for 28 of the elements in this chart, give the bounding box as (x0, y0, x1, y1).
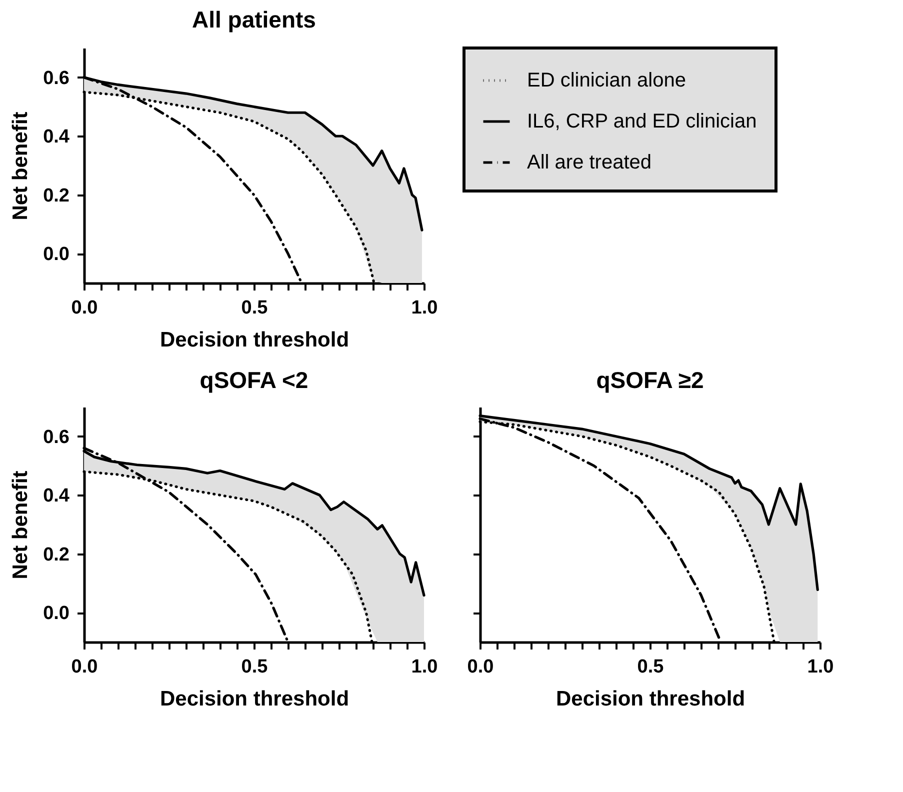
x-axis-title: Decision threshold (556, 688, 746, 710)
x-tick-label: 0.0 (467, 656, 494, 678)
legend-label: ED clinician alone (527, 70, 686, 92)
y-tick-label: 0.6 (43, 68, 70, 89)
x-tick-label: 0.0 (71, 656, 98, 678)
y-tick-label: 0.0 (43, 603, 70, 624)
y-tick-label: 0.4 (43, 486, 70, 507)
x-tick-label: 1.0 (411, 656, 438, 678)
x-tick-label: 0.5 (241, 656, 268, 678)
chart-title: qSOFA <2 (200, 367, 308, 393)
x-axis-title: Decision threshold (160, 328, 350, 352)
chart-title: qSOFA ≥2 (596, 367, 704, 393)
x-tick-label: 0.0 (71, 298, 98, 318)
y-tick-label: 0.0 (43, 244, 70, 266)
chart-title: All patients (192, 6, 316, 32)
x-tick-label: 0.5 (637, 656, 664, 678)
y-tick-label: 0.6 (43, 426, 70, 448)
y-tick-label: 0.2 (43, 185, 70, 206)
x-tick-label: 1.0 (411, 298, 438, 318)
y-axis-title: Net benefit (9, 470, 32, 580)
y-tick-label: 0.4 (43, 126, 70, 148)
y-axis-title: Net benefit (9, 112, 32, 220)
legend-label: IL6, CRP and ED clinician (527, 110, 757, 132)
legend-label: All are treated (527, 152, 652, 174)
y-tick-label: 0.2 (43, 544, 70, 566)
x-tick-label: 1.0 (807, 656, 834, 678)
x-tick-label: 0.5 (241, 298, 268, 318)
x-axis-title: Decision threshold (160, 688, 350, 710)
